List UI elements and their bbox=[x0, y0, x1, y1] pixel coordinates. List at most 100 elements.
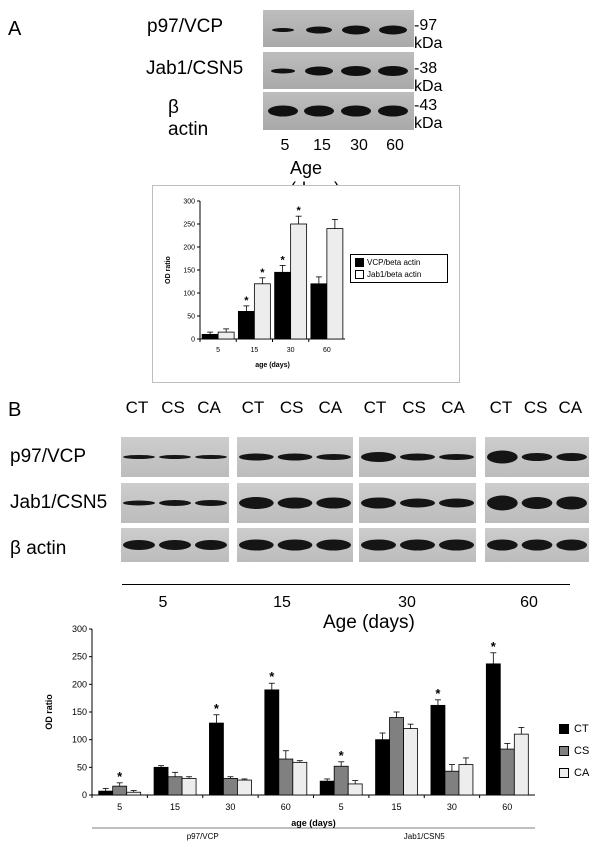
bar-0-2 bbox=[274, 271, 292, 340]
lane-b-label-2-1: CS bbox=[402, 398, 426, 417]
sig-star-0-1: * bbox=[244, 295, 249, 307]
lane-b-label-3-2: CA bbox=[558, 398, 583, 417]
x-tick-label-3: 60 bbox=[281, 802, 291, 812]
bar-1-1 bbox=[167, 776, 183, 796]
band-b-0-1-2 bbox=[195, 500, 227, 506]
x-tick-label-6: 30 bbox=[447, 802, 457, 812]
band-a-1-0 bbox=[271, 68, 295, 74]
band-b-1-2-2 bbox=[316, 539, 351, 551]
lane-label-30: 30 bbox=[350, 137, 368, 154]
band-b-1-0-1 bbox=[277, 453, 313, 461]
band-b-3-0-1 bbox=[521, 453, 553, 461]
band-a-1-1 bbox=[305, 66, 333, 76]
x-tick-label-2: 30 bbox=[287, 347, 295, 354]
band-b-1-0-2 bbox=[316, 454, 351, 460]
blot-b-membrane-0-2 bbox=[121, 528, 229, 562]
chart-b-svg: 0 50 100 150 200 250 300 5 * 15 30 * 60 * 5 * 15 30 * 60 * ag… bbox=[44, 624, 535, 841]
legend-swatch-ct bbox=[559, 724, 569, 734]
bar-2-1 bbox=[181, 777, 197, 796]
y-tick-label-0: 0 bbox=[191, 336, 195, 343]
panel-a-bands bbox=[268, 25, 408, 117]
blot-b-bands-3-0 bbox=[487, 450, 587, 464]
bar-1-0 bbox=[217, 331, 235, 340]
bar-0-3 bbox=[310, 283, 328, 340]
x-tick-label-3: 60 bbox=[323, 347, 331, 354]
lane-label-60: 60 bbox=[386, 137, 404, 154]
y-tick-label-3: 150 bbox=[183, 267, 195, 274]
band-a-0-2 bbox=[342, 25, 370, 35]
bar-2-6 bbox=[458, 764, 474, 796]
y-axis-title: OD ratio bbox=[44, 694, 54, 730]
bar-1-3 bbox=[278, 758, 294, 796]
lane-b-label-3-0: CT bbox=[489, 398, 513, 417]
blot-b-bands-2-1 bbox=[361, 497, 474, 509]
bar-2-0 bbox=[126, 791, 142, 796]
bar-1-6 bbox=[444, 770, 460, 796]
bar-0-1 bbox=[237, 311, 255, 340]
age-label-30: 30 bbox=[398, 594, 416, 611]
band-b-2-2-0 bbox=[361, 539, 396, 551]
blot-b-bands-1-2 bbox=[239, 539, 351, 551]
legend-item-ca: CA bbox=[559, 767, 589, 779]
x-tick-label-1: 15 bbox=[250, 347, 258, 354]
group-label-0: p97/VCP bbox=[187, 832, 219, 841]
band-a-2-2 bbox=[341, 105, 371, 117]
band-a-2-3 bbox=[378, 105, 408, 117]
blot-b-label-1: Jab1/CSN5 bbox=[10, 492, 108, 513]
age-label-5: 5 bbox=[158, 594, 168, 611]
blot-b-membrane-2-1 bbox=[359, 483, 476, 523]
sig-star-1-1: * bbox=[260, 267, 265, 279]
lane-label-15: 15 bbox=[313, 137, 331, 154]
blot-b-membrane-1-0 bbox=[237, 437, 353, 477]
sig-star-0-3: * bbox=[269, 669, 275, 684]
band-a-0-3 bbox=[379, 25, 407, 35]
group-label-1: Jab1/CSN5 bbox=[404, 832, 445, 841]
band-b-3-2-0 bbox=[487, 539, 518, 551]
band-b-3-1-0 bbox=[487, 495, 518, 511]
legend-swatch-vcp bbox=[355, 258, 364, 267]
bar-0-7 bbox=[485, 663, 501, 796]
band-a-1-2 bbox=[341, 66, 371, 76]
bar-1-2 bbox=[223, 777, 238, 796]
bar-0-6 bbox=[430, 704, 446, 796]
panel-b-age-label: Age (days) bbox=[323, 612, 415, 633]
band-b-0-1-1 bbox=[159, 500, 191, 506]
lane-b-label-1-0: CT bbox=[241, 398, 265, 417]
bar-1-7 bbox=[499, 748, 515, 796]
x-tick-label-1: 15 bbox=[170, 802, 180, 812]
x-axis-title: age (days) bbox=[255, 362, 290, 369]
band-b-1-1-0 bbox=[239, 497, 274, 509]
y-tick-label-3: 150 bbox=[72, 707, 87, 717]
lane-b-label-2-2: CA bbox=[441, 398, 465, 417]
lane-b-label-0-2: CA bbox=[197, 398, 221, 417]
bar-2-5 bbox=[403, 728, 418, 796]
blot-b-label-2: β actin bbox=[10, 538, 67, 559]
age-label-15: 15 bbox=[273, 594, 291, 611]
legend-swatch-cs bbox=[559, 746, 569, 756]
blot-b-membrane-0-1 bbox=[121, 483, 229, 523]
blot-b-bands-0-2 bbox=[123, 540, 227, 550]
band-b-3-2-2 bbox=[556, 539, 587, 551]
bar-2-3 bbox=[292, 761, 308, 796]
blot-b-membrane-1-2 bbox=[237, 528, 353, 562]
y-tick-label-1: 50 bbox=[77, 762, 87, 772]
y-tick-label-5: 250 bbox=[72, 652, 87, 662]
bar-0-2 bbox=[209, 722, 224, 796]
band-b-2-1-1 bbox=[400, 498, 435, 508]
bar-1-0 bbox=[112, 785, 128, 796]
age-label-60: 60 bbox=[520, 594, 538, 611]
kda-marker-43: -43 kDa bbox=[414, 97, 443, 132]
lane-b-label-1-1: CS bbox=[279, 398, 304, 417]
blot-b-label-0: p97/VCP bbox=[10, 446, 87, 467]
bar-1-5 bbox=[389, 717, 404, 796]
y-tick-label-5: 250 bbox=[183, 221, 195, 228]
band-a-0-1 bbox=[306, 26, 332, 34]
band-b-2-1-2 bbox=[439, 498, 474, 508]
sig-star-0-6: * bbox=[435, 686, 441, 701]
panel-b-letter: B bbox=[8, 399, 22, 421]
bar-0-3 bbox=[264, 689, 280, 796]
x-tick-label-5: 15 bbox=[392, 802, 402, 812]
x-tick-label-4: 5 bbox=[339, 802, 344, 812]
sig-star-1-4: * bbox=[339, 748, 345, 763]
legend-item-cs: CS bbox=[559, 745, 589, 757]
